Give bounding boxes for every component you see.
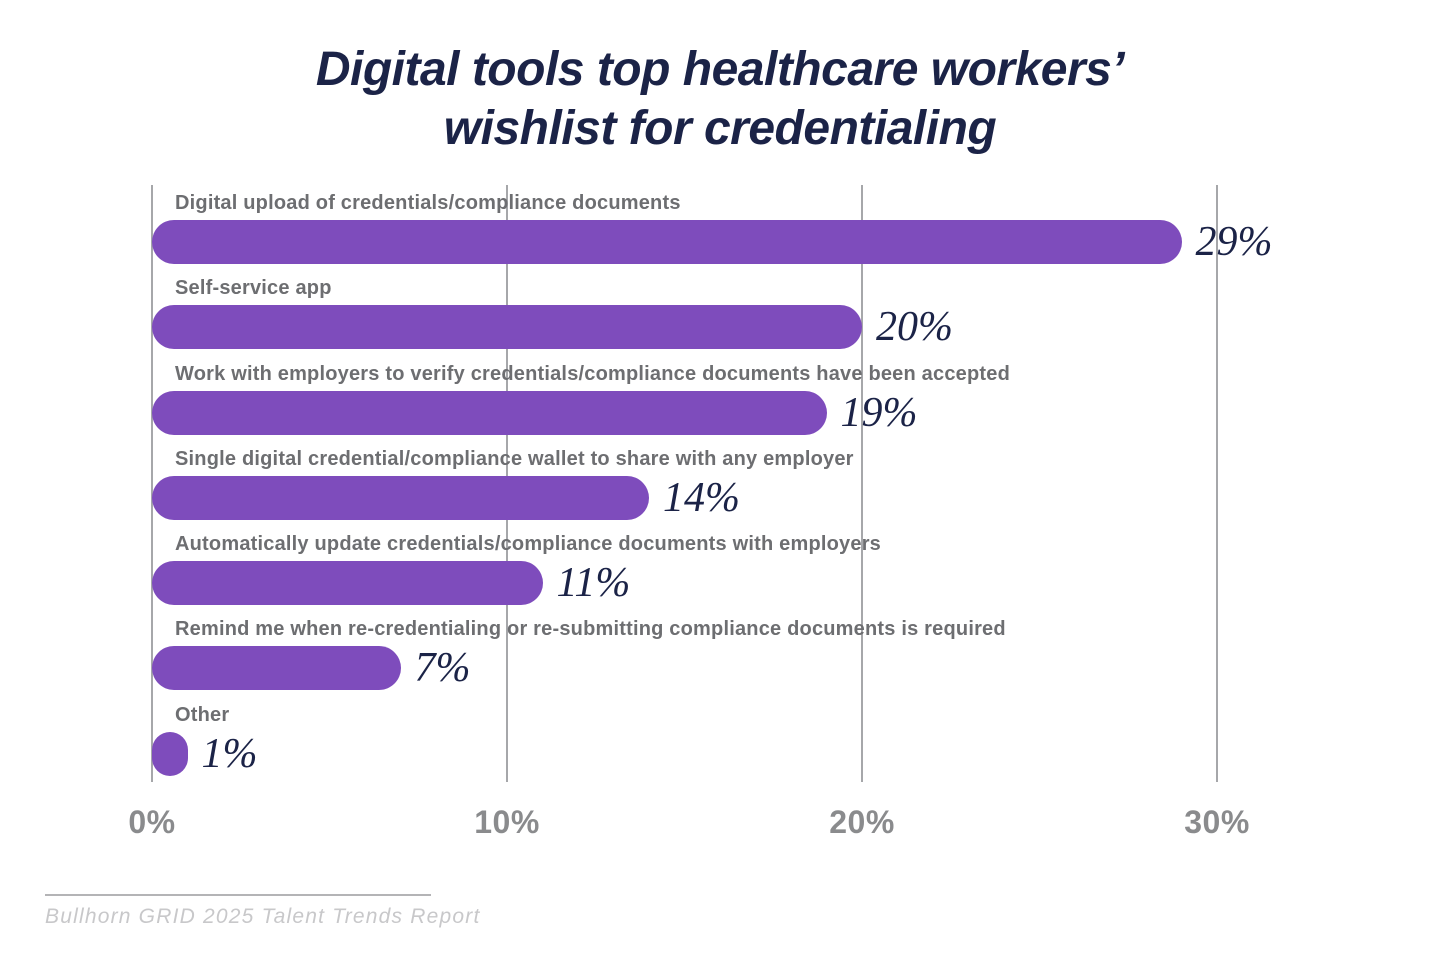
chart-title-line2: wishlist for credentialing <box>443 102 997 156</box>
value-label: 20% <box>876 304 953 351</box>
source-attribution: Bullhorn GRID 2025 Talent Trends Report <box>45 894 481 929</box>
value-label: 29% <box>1195 219 1273 265</box>
category-label: Self-service app <box>175 277 332 300</box>
bar <box>152 561 543 606</box>
bar <box>152 731 188 776</box>
category-label: Work with employers to verify credential… <box>175 362 1010 385</box>
category-label: Digital upload of credentials/compliance… <box>175 192 681 214</box>
category-label: Remind me when re-credentialing or re-su… <box>175 618 1006 641</box>
bar-row: Other 1% <box>152 697 1217 782</box>
bar-line: 29% <box>152 220 1273 264</box>
plot-area: Digital upload of credentials/compliance… <box>151 185 1273 782</box>
bar-line: 7% <box>152 645 1217 692</box>
bar-row: Automatically update credentials/complia… <box>152 526 1217 611</box>
gridline-20% <box>861 185 863 782</box>
value-label: 19% <box>840 389 918 436</box>
x-tick-label: 0% <box>128 804 176 840</box>
chart-title-line1: Digital tools top healthcare workers’ <box>315 43 1125 96</box>
bar-line: 20% <box>152 304 1217 351</box>
bar <box>152 305 862 350</box>
bar-row: Self-service app 20% <box>152 270 1217 355</box>
value-label: 11% <box>556 560 631 607</box>
value-label: 7% <box>414 645 471 692</box>
bar-rows: Digital upload of credentials/compliance… <box>152 185 1273 782</box>
source-text: Bullhorn GRID 2025 Talent Trends Report <box>45 905 481 928</box>
bar-line: 14% <box>152 474 1217 521</box>
bar <box>152 390 827 435</box>
category-label: Other <box>175 703 230 726</box>
value-label: 14% <box>663 474 740 521</box>
gridline-0% <box>151 185 153 782</box>
bar-line: 1% <box>152 730 1217 777</box>
bar-row: Digital upload of credentials/compliance… <box>152 185 1273 270</box>
bar <box>152 646 401 691</box>
gridline-30% <box>1216 185 1218 782</box>
bar <box>152 475 649 520</box>
chart-title: Digital tools top healthcare workers’ wi… <box>0 40 1440 158</box>
x-axis: 0% 10% 20% 30% <box>128 804 1249 854</box>
bar-row: Single digital credential/compliance wal… <box>152 441 1217 526</box>
category-label: Single digital credential/compliance wal… <box>175 447 854 470</box>
bar-line: 11% <box>152 560 1217 607</box>
category-label: Automatically update credentials/complia… <box>175 533 882 556</box>
bar <box>152 220 1182 264</box>
value-label: 1% <box>201 730 258 777</box>
bar-line: 19% <box>152 389 1217 436</box>
bar-row: Work with employers to verify credential… <box>152 356 1217 441</box>
bar-row: Remind me when re-credentialing or re-su… <box>152 611 1217 696</box>
x-tick-label: 10% <box>474 804 540 840</box>
x-tick-label: 20% <box>829 804 895 840</box>
x-tick-label: 30% <box>1184 804 1250 840</box>
